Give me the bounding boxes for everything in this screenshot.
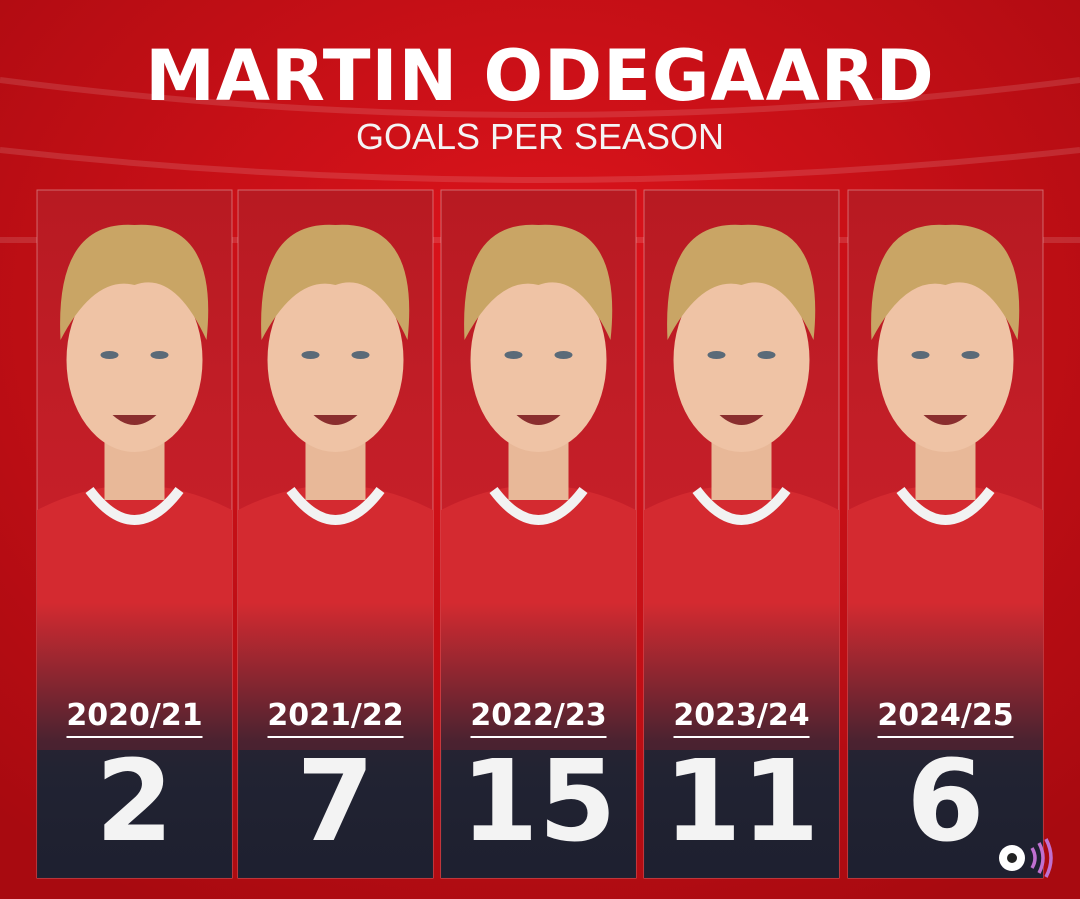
panel-shade <box>441 190 636 878</box>
subtitle: GOALS PER SEASON <box>356 116 724 157</box>
season-label: 2023/24 <box>673 698 809 733</box>
season-label: 2024/25 <box>877 698 1013 733</box>
goals-value: 2 <box>96 737 174 867</box>
season-label: 2020/21 <box>66 698 202 733</box>
goals-value: 6 <box>907 737 985 867</box>
panel: 2021/22 7 <box>237 189 434 879</box>
panel-shade <box>238 190 433 878</box>
goals-value: 7 <box>297 737 375 867</box>
panel: 2022/23 15 <box>440 189 637 879</box>
panel-shade <box>848 190 1043 878</box>
goals-value: 15 <box>461 737 617 867</box>
season-label: 2022/23 <box>470 698 606 733</box>
panel: 2020/21 2 <box>36 189 233 879</box>
panel: 2024/25 6 <box>847 189 1044 879</box>
goals-value: 11 <box>664 737 820 867</box>
panels: 2020/2122021/2272022/23152023/24112024/2… <box>36 189 1044 879</box>
season-label: 2021/22 <box>267 698 403 733</box>
panel-shade <box>37 190 232 878</box>
panel: 2023/24 11 <box>643 189 840 879</box>
panel-shade <box>644 190 839 878</box>
logo <box>999 838 1053 878</box>
title: MARTIN ODEGAARD <box>145 35 935 117</box>
